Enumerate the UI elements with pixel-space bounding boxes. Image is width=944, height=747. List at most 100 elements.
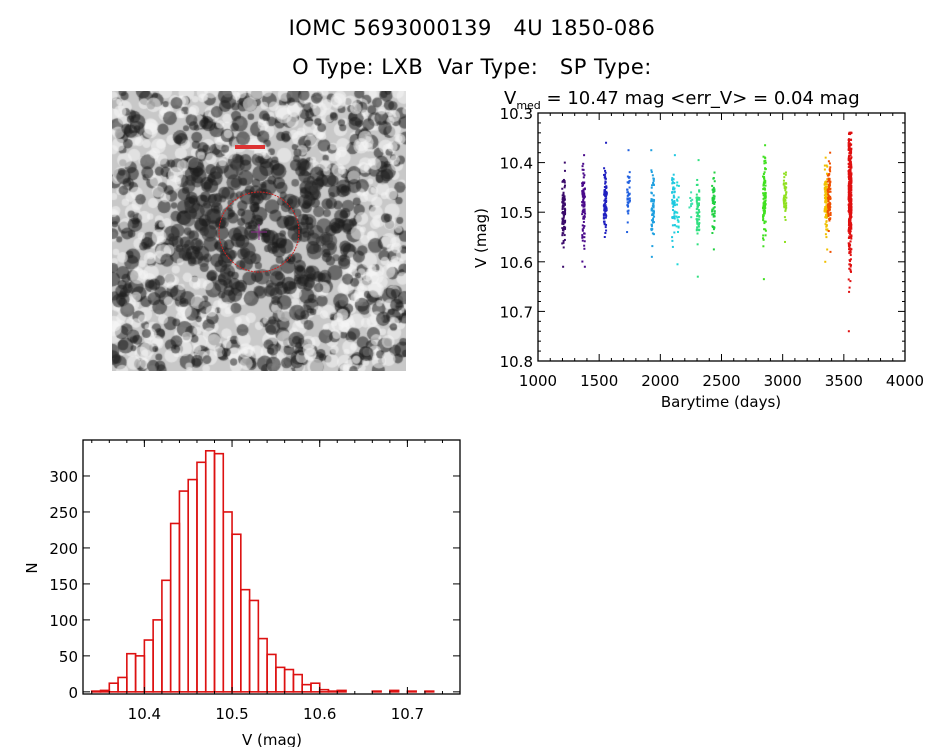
data-point [849, 240, 852, 243]
data-point [849, 133, 852, 136]
data-point [783, 194, 786, 197]
histogram-bar [90, 690, 102, 693]
data-point [827, 230, 830, 233]
data-point [696, 221, 699, 224]
data-point [847, 224, 850, 227]
data-point [713, 206, 716, 209]
data-point [827, 194, 830, 197]
data-point [652, 200, 655, 203]
data-point [848, 200, 851, 203]
data-point [827, 212, 830, 215]
data-point [712, 194, 715, 197]
data-point [763, 228, 766, 231]
data-point [784, 182, 787, 185]
data-point [828, 219, 831, 222]
data-point [848, 203, 851, 206]
data-point [583, 225, 586, 228]
data-point [604, 232, 607, 235]
data-point [849, 268, 852, 271]
data-point [850, 172, 853, 175]
data-point [764, 234, 767, 237]
data-point [848, 207, 851, 210]
data-point [848, 180, 851, 183]
data-point [849, 149, 852, 152]
data-point [650, 200, 653, 203]
data-point [581, 192, 584, 195]
data-point [696, 218, 699, 221]
data-point [627, 202, 630, 205]
x-tick-label: 10.6 [303, 705, 336, 723]
data-point [784, 208, 787, 211]
data-point [823, 164, 826, 167]
data-point [764, 194, 767, 197]
data-point [689, 197, 692, 200]
data-point [783, 216, 786, 219]
data-point [582, 176, 585, 179]
y-tick-label: 10.5 [500, 204, 533, 222]
data-point [696, 232, 699, 235]
data-point [823, 210, 826, 213]
data-point [782, 179, 785, 182]
y-tick-label: 10.3 [500, 105, 533, 123]
title-line-1: IOMC 5693000139 4U 1850-086 [288, 16, 656, 40]
data-point [827, 177, 830, 180]
data-point [847, 182, 850, 185]
aperture-circle [218, 191, 300, 273]
data-point [848, 202, 851, 205]
data-point [783, 205, 786, 208]
data-point [690, 199, 693, 202]
data-point [583, 236, 586, 239]
data-point [824, 223, 827, 226]
data-point [761, 175, 764, 178]
data-point [672, 188, 675, 191]
histogram-bar [187, 478, 198, 693]
data-point [850, 182, 853, 185]
data-point [696, 219, 699, 222]
data-point [849, 233, 852, 236]
data-point [849, 144, 852, 147]
data-point [827, 193, 830, 196]
data-point [628, 197, 631, 200]
data-point [691, 198, 694, 201]
data-point [850, 237, 853, 240]
y-tick-label: 150 [49, 576, 78, 594]
x-tick-label: 4000 [886, 372, 924, 390]
y-tick-label: 10.6 [500, 254, 533, 272]
data-point [652, 212, 655, 215]
data-point [581, 228, 584, 231]
data-point [626, 204, 629, 207]
data-point [650, 228, 653, 231]
data-point [605, 185, 608, 188]
data-point [673, 224, 676, 227]
data-point [563, 186, 566, 189]
data-point [603, 173, 606, 176]
data-point [826, 185, 829, 188]
data-point [626, 197, 629, 200]
data-point [651, 204, 654, 207]
data-point [561, 234, 564, 237]
data-point [763, 187, 766, 190]
y-tick-label: 10.8 [500, 353, 533, 371]
data-point [562, 219, 565, 222]
data-point [582, 201, 585, 204]
data-point [672, 178, 675, 181]
data-point [583, 244, 586, 247]
season-points [602, 141, 608, 238]
histogram-bar [231, 533, 242, 693]
data-point [583, 208, 586, 211]
data-point [583, 194, 586, 197]
data-point [562, 178, 565, 181]
data-point [651, 212, 654, 215]
data-point [690, 216, 693, 219]
data-point [561, 218, 564, 221]
data-point [826, 211, 829, 214]
data-point [581, 236, 584, 239]
data-point [695, 200, 698, 203]
data-point [698, 190, 701, 193]
histogram-bar [389, 689, 400, 693]
data-point [848, 235, 851, 238]
x-tick-label: 3500 [825, 372, 863, 390]
data-point [671, 182, 674, 185]
data-point [823, 194, 826, 197]
data-point [784, 173, 787, 176]
